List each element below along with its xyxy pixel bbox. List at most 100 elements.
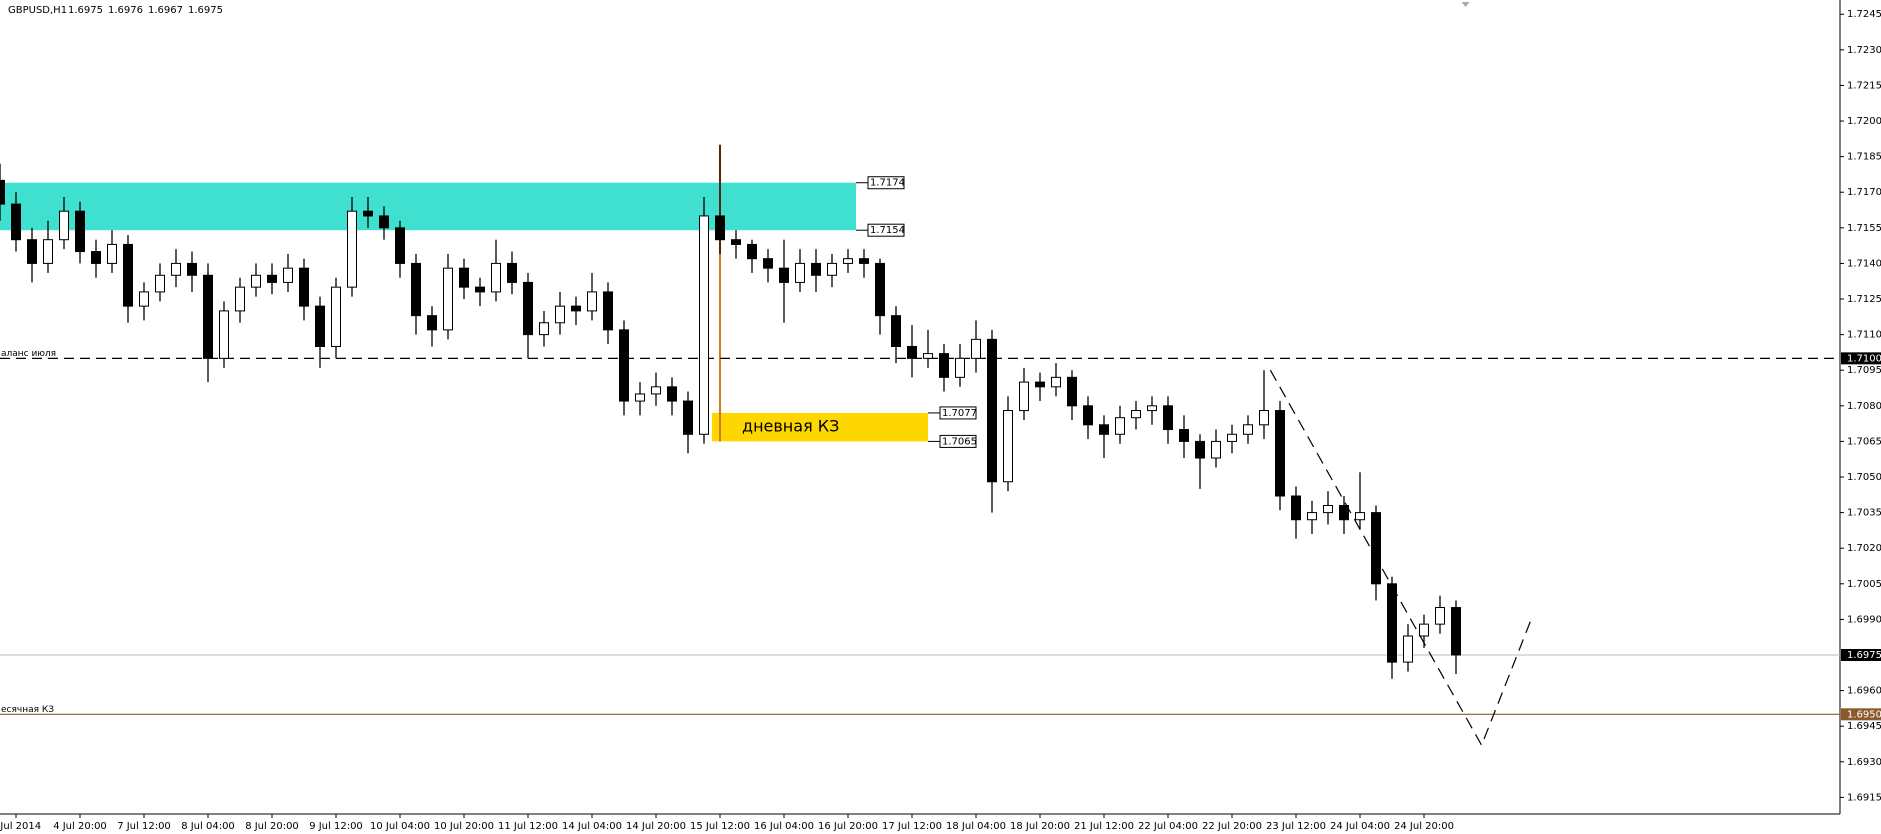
y-tick-label: 1.7230 xyxy=(1847,45,1881,56)
candle-body xyxy=(907,345,917,359)
candle-body xyxy=(795,262,805,283)
quote-value: 1.6975 xyxy=(68,5,103,16)
candle-body xyxy=(1291,495,1301,521)
x-tick-label: 17 Jul 12:00 xyxy=(882,821,942,832)
zone-tag-label: 1.7065 xyxy=(942,436,977,447)
candle-body xyxy=(779,267,789,283)
candle-body xyxy=(203,274,213,359)
candle-body xyxy=(891,315,901,347)
x-tick-label: 10 Jul 04:00 xyxy=(370,821,430,832)
candle-body xyxy=(827,262,837,276)
y-tick-label: 1.6960 xyxy=(1847,686,1881,697)
candle-body xyxy=(283,267,293,283)
zone-tag-label: 1.7077 xyxy=(942,408,977,419)
candle-body xyxy=(683,400,693,435)
quote-value: 1.6976 xyxy=(108,5,143,16)
candle-body xyxy=(811,262,821,276)
candle-body xyxy=(747,243,757,260)
candle-body xyxy=(1355,512,1365,521)
candle-body xyxy=(571,305,581,312)
candle-body xyxy=(843,258,853,264)
x-tick-label: 7 Jul 12:00 xyxy=(117,821,171,832)
y-tick-label: 1.7035 xyxy=(1847,508,1881,519)
candle-body xyxy=(955,357,965,378)
candle-body xyxy=(491,262,501,293)
candle-body xyxy=(875,262,885,317)
candle-body xyxy=(1243,424,1253,435)
candle-body xyxy=(619,329,629,402)
hline-label: есячная КЗ xyxy=(1,705,54,715)
candle-body xyxy=(267,274,277,283)
quote-value: 1.6975 xyxy=(188,5,223,16)
y-tick-label: 1.7065 xyxy=(1847,436,1881,447)
x-tick-label: 11 Jul 12:00 xyxy=(498,821,558,832)
x-tick-label: 18 Jul 04:00 xyxy=(946,821,1006,832)
candle-body xyxy=(1259,410,1269,426)
candle-body xyxy=(123,243,133,307)
candle-body xyxy=(1147,405,1157,412)
candle-body xyxy=(1163,405,1173,431)
candle-body xyxy=(539,322,549,336)
candle-body xyxy=(1083,405,1093,426)
y-tick-label: 1.7245 xyxy=(1847,9,1881,20)
candle-body xyxy=(1323,504,1333,514)
candle-body xyxy=(1435,607,1445,625)
candle-body xyxy=(139,291,149,307)
zone-tag xyxy=(867,223,905,237)
candle-body xyxy=(523,281,533,336)
candle-body xyxy=(603,291,613,331)
candle-body xyxy=(251,274,261,288)
x-tick-label: 14 Jul 04:00 xyxy=(562,821,622,832)
x-tick-label: 24 Jul 20:00 xyxy=(1394,821,1454,832)
candle-body xyxy=(299,267,309,307)
candle-body xyxy=(1051,376,1061,388)
zone xyxy=(0,182,856,231)
candle-body xyxy=(1451,607,1461,656)
y-tick-label: 1.7155 xyxy=(1847,223,1881,234)
y-tick-label: 1.7215 xyxy=(1847,80,1881,91)
candle-body xyxy=(315,305,325,347)
y-tick-label: 1.7140 xyxy=(1847,258,1881,269)
candle-body xyxy=(1339,504,1349,521)
candle-body xyxy=(347,210,357,288)
price-box xyxy=(1841,648,1881,661)
x-tick-label: 4 Jul 20:00 xyxy=(53,821,107,832)
shift-marker xyxy=(1461,2,1470,7)
candle-body xyxy=(731,239,741,245)
zone-tag-label: 1.7154 xyxy=(870,225,905,236)
zone-tag-label: 1.7174 xyxy=(870,178,905,189)
y-tick-label: 1.7020 xyxy=(1847,543,1881,554)
candle-body xyxy=(27,239,37,264)
y-tick-label: 1.6930 xyxy=(1847,757,1881,768)
candle-body xyxy=(171,262,181,276)
candle-body xyxy=(219,310,229,359)
y-tick-label: 1.6915 xyxy=(1847,792,1881,803)
x-tick-label: 10 Jul 20:00 xyxy=(434,821,494,832)
zigzag xyxy=(1269,369,1532,747)
x-tick-label: 16 Jul 04:00 xyxy=(754,821,814,832)
price-box-label: 1.6950 xyxy=(1847,709,1881,720)
y-tick-label: 1.6945 xyxy=(1847,721,1881,732)
candle-body xyxy=(1019,381,1029,412)
candle-body xyxy=(59,210,69,241)
candle-body xyxy=(1179,429,1189,442)
x-tick-label: 8 Jul 04:00 xyxy=(181,821,235,832)
candle-body xyxy=(1371,512,1381,585)
y-tick-label: 1.7080 xyxy=(1847,401,1881,412)
price-box-label: 1.7100 xyxy=(1847,353,1881,364)
x-tick-label: 16 Jul 20:00 xyxy=(818,821,878,832)
candle-body xyxy=(507,262,517,283)
quote-value: 1.6967 xyxy=(148,5,183,16)
x-tick-label: 9 Jul 12:00 xyxy=(309,821,363,832)
y-tick-label: 1.7170 xyxy=(1847,187,1881,198)
candle-body xyxy=(635,393,645,402)
candle-body xyxy=(555,305,565,324)
y-tick-label: 1.7200 xyxy=(1847,116,1881,127)
y-tick-label: 1.7125 xyxy=(1847,294,1881,305)
x-tick-label: 21 Jul 12:00 xyxy=(1074,821,1134,832)
candle-body xyxy=(1211,440,1221,459)
candle-body xyxy=(651,386,661,395)
symbol: GBPUSD,H1 xyxy=(8,5,67,16)
candle-body xyxy=(91,251,101,264)
